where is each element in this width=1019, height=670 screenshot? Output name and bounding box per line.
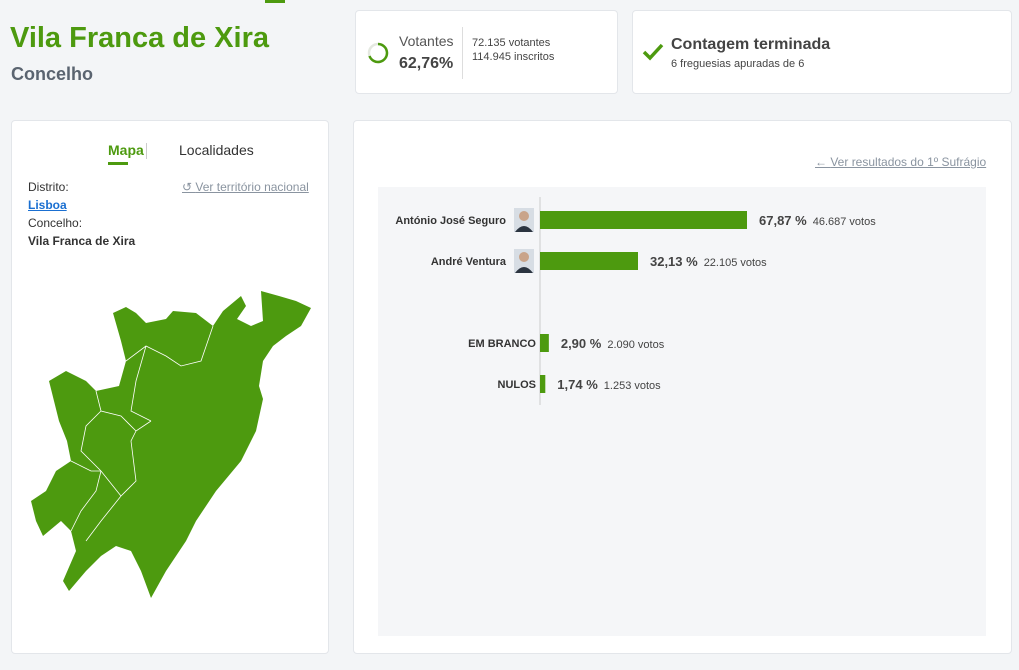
district-label: Distrito: <box>28 180 69 194</box>
chart-area: António José Seguro 67,87 % 46.687 votos An… <box>378 187 986 636</box>
page-title: Vila Franca de Xira <box>10 22 269 54</box>
results-panel: ← Ver resultados do 1º Sufrágio António … <box>353 120 1012 654</box>
bar <box>540 334 549 352</box>
bar-label: 1,74 % 1.253 votos <box>557 377 661 392</box>
category-label: NULOS <box>498 379 537 391</box>
tab-underline <box>108 162 128 165</box>
category-label: André Ventura <box>431 256 507 268</box>
turnout-card: Votantes 62,76% 72.135 votantes 114.945 … <box>355 10 618 94</box>
first-round-link[interactable]: ← Ver resultados do 1º Sufrágio <box>815 155 987 169</box>
chart: António José Seguro 67,87 % 46.687 votos An… <box>395 197 876 405</box>
divider <box>462 27 463 79</box>
turnout-label: Votantes <box>399 33 454 49</box>
value-label: 2,90 % <box>561 336 602 351</box>
bar-label: 32,13 % 22.105 votos <box>650 254 767 269</box>
tab[interactable]: Mapa <box>108 142 144 158</box>
check-icon <box>642 43 664 61</box>
turnout-percent: 62,76% <box>399 55 454 72</box>
turnout-registered: 114.945 inscritos <box>472 51 555 63</box>
portrait-face <box>519 252 529 262</box>
bar-label: 67,87 % 46.687 votos <box>759 213 876 228</box>
value-label: 67,87 % <box>759 213 807 228</box>
turnout-ring <box>367 42 389 64</box>
value-label: 1,74 % <box>557 377 598 392</box>
first-round-link-text[interactable]: Ver resultados do 1º Sufrágio <box>830 155 987 169</box>
votes-label: 2.090 votos <box>607 339 664 351</box>
map-borders <box>70 325 214 542</box>
bar <box>540 252 638 270</box>
bar-label: 2,90 % 2.090 votos <box>561 336 665 351</box>
map-panel: Mapa Localidades Distrito: Lisboa Concel… <box>11 120 329 654</box>
votes-label: 46.687 votos <box>813 216 876 228</box>
category-label: António José Seguro <box>395 215 506 227</box>
count-detail: 6 freguesias apuradas de 6 <box>671 58 805 70</box>
national-link[interactable]: ↺ Ver território nacional <box>182 180 309 194</box>
portrait-face <box>519 211 529 221</box>
tab-divider <box>146 143 147 159</box>
council-name: Vila Franca de Xira <box>28 234 136 248</box>
count-card: Contagem terminada 6 freguesias apuradas… <box>632 10 1012 94</box>
votes-label: 1.253 votos <box>604 380 661 392</box>
council-label: Concelho: <box>28 216 83 230</box>
portrait-suit <box>515 267 533 273</box>
national-link-text[interactable]: Ver território nacional <box>195 180 309 194</box>
top-indicator <box>265 0 285 3</box>
page-subtitle: Concelho <box>11 64 94 84</box>
tab[interactable]: Localidades <box>179 142 254 158</box>
bar <box>540 211 748 229</box>
votes-label: 22.105 votos <box>704 257 767 269</box>
bar <box>540 375 546 393</box>
map <box>31 291 311 598</box>
district-link[interactable]: Lisboa <box>28 198 67 212</box>
value-label: 32,13 % <box>650 254 698 269</box>
category-label: EM BRANCO <box>468 338 536 350</box>
count-title: Contagem terminada <box>671 36 831 53</box>
portrait-suit <box>515 226 533 232</box>
map-region[interactable] <box>31 291 311 598</box>
turnout-voters: 72.135 votantes <box>472 37 551 49</box>
